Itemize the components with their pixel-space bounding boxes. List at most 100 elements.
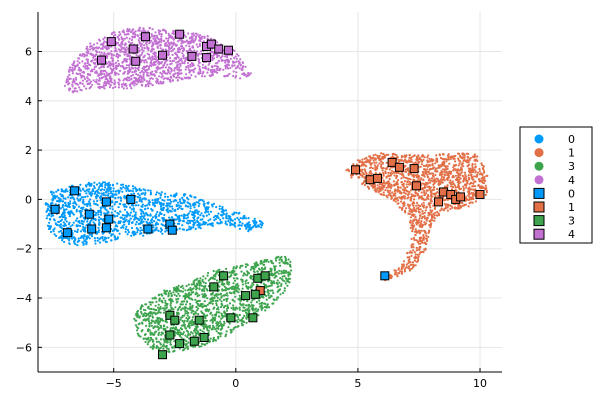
data-point — [363, 183, 366, 187]
data-point — [480, 162, 483, 165]
data-point — [454, 164, 457, 167]
data-point — [214, 299, 217, 302]
data-point — [439, 209, 442, 212]
data-point — [412, 236, 415, 239]
data-point — [244, 273, 247, 276]
data-point — [233, 279, 237, 282]
data-point — [184, 344, 187, 347]
data-point — [239, 220, 242, 224]
data-point — [248, 223, 252, 227]
data-point — [219, 292, 222, 295]
data-point — [283, 280, 286, 283]
data-point — [347, 168, 350, 171]
data-point — [416, 192, 419, 196]
data-point — [206, 342, 209, 345]
data-point — [424, 181, 428, 184]
data-point — [429, 181, 432, 184]
data-point — [239, 58, 242, 61]
data-point — [113, 203, 116, 206]
data-point — [234, 267, 238, 270]
data-point — [132, 187, 135, 190]
data-point — [159, 211, 162, 214]
data-point — [68, 212, 71, 216]
data-point — [189, 320, 192, 323]
data-point — [151, 221, 154, 224]
data-point — [108, 86, 111, 89]
data-point — [103, 212, 106, 215]
data-point — [201, 278, 204, 281]
data-point — [237, 218, 240, 221]
data-point — [288, 281, 291, 284]
data-point — [143, 208, 146, 211]
data-point — [241, 283, 245, 286]
data-point — [206, 274, 209, 277]
data-point — [417, 229, 420, 232]
data-point — [420, 203, 423, 206]
data-point — [80, 207, 83, 210]
data-point — [97, 211, 100, 214]
data-point — [396, 202, 399, 205]
data-point — [372, 156, 375, 159]
data-point — [209, 277, 212, 281]
data-point — [422, 250, 425, 254]
data-point — [178, 198, 181, 201]
data-point — [433, 188, 436, 191]
data-point — [48, 221, 51, 224]
data-point — [181, 284, 184, 287]
data-point — [448, 170, 451, 173]
data-point — [153, 321, 157, 324]
data-point — [45, 217, 48, 220]
data-point — [247, 272, 251, 275]
data-point — [220, 213, 223, 216]
data-point — [249, 274, 252, 278]
data-point — [400, 159, 403, 162]
data-point — [176, 286, 179, 290]
data-point — [425, 217, 428, 221]
data-point — [194, 331, 197, 334]
data-point — [478, 170, 481, 173]
data-point — [406, 203, 410, 206]
data-point — [207, 271, 210, 275]
data-point — [155, 228, 158, 231]
data-point — [186, 347, 190, 350]
data-point — [207, 329, 210, 332]
data-point — [422, 201, 425, 204]
data-point — [404, 170, 407, 173]
data-point — [224, 61, 227, 64]
data-point — [230, 307, 233, 310]
data-point — [446, 167, 449, 170]
data-point — [139, 196, 142, 199]
data-point — [396, 185, 399, 189]
data-point — [286, 284, 289, 287]
data-point — [68, 73, 71, 77]
data-point — [86, 220, 89, 223]
data-point — [130, 234, 133, 237]
data-point — [252, 265, 255, 268]
data-point — [201, 295, 204, 298]
data-point — [262, 263, 265, 266]
data-point — [61, 206, 64, 209]
data-point — [124, 230, 127, 233]
data-point — [143, 193, 146, 196]
data-point — [444, 204, 447, 207]
data-point — [417, 220, 420, 223]
data-point — [131, 221, 134, 224]
data-point — [359, 169, 362, 172]
data-point — [284, 282, 287, 285]
data-point — [221, 314, 224, 318]
data-point — [201, 218, 204, 221]
data-point — [169, 304, 172, 307]
data-point — [57, 200, 60, 203]
data-point — [198, 294, 201, 297]
data-point — [160, 209, 163, 212]
data-point — [215, 279, 219, 282]
data-point — [203, 322, 206, 325]
data-point — [179, 205, 182, 208]
data-point — [119, 199, 123, 202]
data-point — [447, 203, 450, 206]
data-point — [181, 333, 184, 336]
data-point — [132, 210, 135, 213]
data-point — [264, 309, 267, 312]
data-point — [162, 347, 165, 350]
data-point — [187, 311, 190, 314]
